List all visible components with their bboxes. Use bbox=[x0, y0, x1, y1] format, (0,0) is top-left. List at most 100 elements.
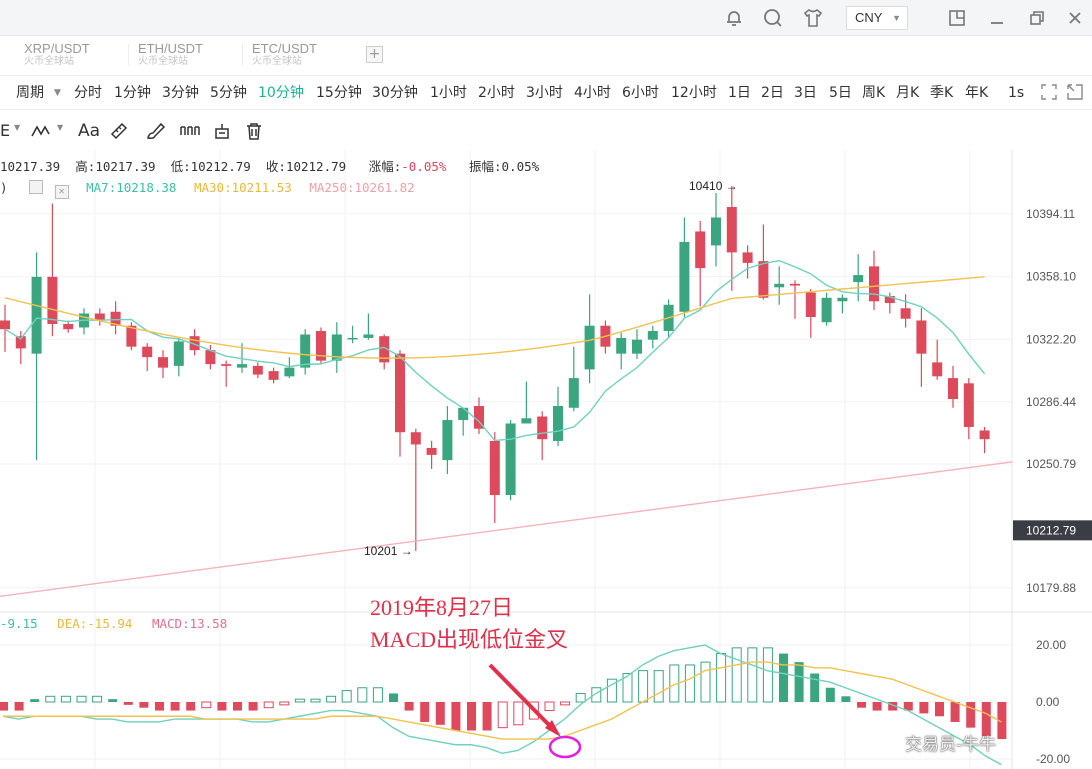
currency-select[interactable]: CNY ▼ bbox=[846, 6, 908, 30]
candle-up bbox=[837, 294, 848, 314]
sidebar-icon[interactable] bbox=[945, 6, 969, 30]
minimize-icon[interactable] bbox=[985, 6, 1009, 30]
candle-down bbox=[94, 308, 105, 326]
popout-icon[interactable] bbox=[1066, 83, 1084, 106]
period-item[interactable]: 3小时 bbox=[526, 85, 563, 101]
candle-down bbox=[221, 360, 232, 387]
symbol-tab[interactable]: XRP/USDT 火币全球站 bbox=[24, 41, 90, 68]
period-item[interactable]: 1小时 bbox=[430, 85, 467, 101]
macd-bar-hollow bbox=[544, 701, 555, 712]
lock-icon[interactable] bbox=[213, 121, 231, 146]
macd-bar bbox=[779, 653, 788, 702]
annotation-text: MACD出现低位金叉 bbox=[370, 627, 569, 652]
add-tab-button[interactable]: + bbox=[366, 46, 383, 63]
candle-body bbox=[268, 371, 279, 380]
candle-body bbox=[31, 276, 42, 354]
candle-down bbox=[900, 294, 911, 328]
text-tool[interactable]: Aa bbox=[78, 121, 101, 141]
candle-body bbox=[790, 283, 800, 286]
period-item[interactable]: 15分钟 bbox=[316, 85, 362, 101]
tshirt-icon[interactable] bbox=[801, 6, 825, 30]
candle-down bbox=[379, 334, 390, 370]
candle-up bbox=[616, 332, 627, 370]
period-item[interactable]: 6小时 bbox=[622, 85, 659, 101]
period-bar: 周期 分时 1分钟 3分钟 5分钟 10分钟 15分钟 30分钟 1小时 2小时… bbox=[0, 76, 1092, 110]
candle-body bbox=[252, 365, 263, 375]
period-item[interactable]: 2日 bbox=[761, 85, 784, 101]
trash-icon[interactable] bbox=[245, 121, 263, 146]
candle-body bbox=[869, 266, 879, 302]
symbol-tab[interactable]: ETC/USDT 火币全球站 bbox=[252, 41, 317, 68]
candle-body bbox=[948, 378, 958, 400]
period-item[interactable]: 4小时 bbox=[574, 85, 611, 101]
period-item[interactable]: 12小时 bbox=[671, 85, 717, 101]
fullscreen-icon[interactable] bbox=[1040, 83, 1058, 106]
brush-icon[interactable] bbox=[145, 121, 167, 146]
period-item[interactable]: 1日 bbox=[728, 85, 751, 101]
ruler-icon[interactable] bbox=[109, 121, 129, 146]
candle-up bbox=[821, 292, 832, 326]
menu-tool-label[interactable]: E bbox=[0, 121, 11, 140]
symbol-tabs: XRP/USDT 火币全球站 ETH/USDT 火币全球站 ETC/USDT 火… bbox=[0, 36, 1092, 76]
macd-bar-hollow bbox=[575, 692, 586, 703]
period-item[interactable]: 2小时 bbox=[478, 85, 515, 101]
restore-icon[interactable] bbox=[1025, 6, 1049, 30]
period-item[interactable]: 分时 bbox=[74, 85, 102, 101]
candle-body bbox=[884, 296, 895, 304]
macd-bar bbox=[233, 702, 242, 711]
candle-down bbox=[726, 186, 737, 291]
period-item-active[interactable]: 10分钟 bbox=[258, 85, 304, 101]
candle-down bbox=[126, 322, 137, 351]
period-item[interactable]: 5日 bbox=[829, 85, 852, 101]
symbol-tab[interactable]: ETH/USDT 火币全球站 bbox=[138, 41, 203, 68]
kline-chart[interactable]: 10394.11 10358.10 10322.20 10286.44 10250.79… bbox=[0, 150, 1092, 769]
settings-icon[interactable] bbox=[29, 180, 44, 194]
magnet-icon[interactable] bbox=[179, 121, 201, 146]
current-price-label: 10212.79 bbox=[1026, 523, 1076, 537]
ma30-line bbox=[4, 276, 985, 359]
ma7-line bbox=[4, 259, 986, 442]
bell-icon[interactable] bbox=[722, 6, 746, 30]
period-item[interactable]: 周K bbox=[862, 85, 886, 101]
period-item[interactable]: 3日 bbox=[794, 85, 817, 101]
macd-bar-hollow bbox=[45, 695, 56, 703]
ma30-label: MA30:10211.53 bbox=[193, 180, 292, 195]
macd-bar bbox=[0, 702, 8, 711]
close-label: 收: bbox=[265, 159, 286, 174]
price-tick-label: 10322.20 bbox=[1026, 332, 1076, 346]
low-label: 低: bbox=[170, 159, 191, 174]
period-item[interactable]: 1s bbox=[1008, 85, 1025, 101]
candle-body bbox=[932, 362, 943, 377]
candle-up bbox=[363, 313, 374, 340]
macd-bar-hollow bbox=[201, 701, 212, 709]
macd-bar bbox=[217, 702, 227, 711]
period-item[interactable]: 30分钟 bbox=[372, 85, 418, 101]
line-tool-icon[interactable] bbox=[31, 121, 53, 146]
chart-canvas[interactable]: 10394.11 10358.10 10322.20 10286.44 10250.79… bbox=[0, 150, 1092, 769]
price-tick-label: 10394.11 bbox=[1026, 207, 1075, 221]
period-item[interactable]: 年K bbox=[965, 85, 989, 101]
candle-down bbox=[205, 344, 216, 370]
search-icon[interactable] bbox=[761, 6, 785, 30]
macd-bar-hollow bbox=[638, 670, 649, 703]
period-item[interactable]: 1分钟 bbox=[114, 85, 151, 101]
candle-body bbox=[458, 407, 469, 420]
period-item[interactable]: 3分钟 bbox=[162, 85, 199, 101]
candle-body bbox=[695, 231, 706, 269]
period-item[interactable]: 季K bbox=[930, 85, 954, 101]
close-icon[interactable]: ✕ bbox=[54, 185, 69, 199]
candle-down bbox=[47, 203, 58, 337]
period-label[interactable]: 周期 bbox=[16, 85, 44, 101]
candle-down bbox=[252, 362, 263, 379]
candle-down bbox=[142, 343, 153, 372]
period-item[interactable]: 月K bbox=[896, 85, 920, 101]
arrow-head bbox=[545, 720, 561, 737]
macd-bar bbox=[139, 702, 149, 708]
macd-tick-label: -20.00 bbox=[1036, 752, 1070, 766]
macd-bar bbox=[435, 702, 445, 725]
candle-body bbox=[616, 337, 627, 354]
drawing-toolbar: E ▼ ▼ Aa bbox=[0, 112, 1092, 150]
chevron-down-icon: ▼ bbox=[892, 13, 901, 23]
period-item[interactable]: 5分钟 bbox=[210, 85, 247, 101]
close-icon[interactable] bbox=[1063, 6, 1087, 30]
